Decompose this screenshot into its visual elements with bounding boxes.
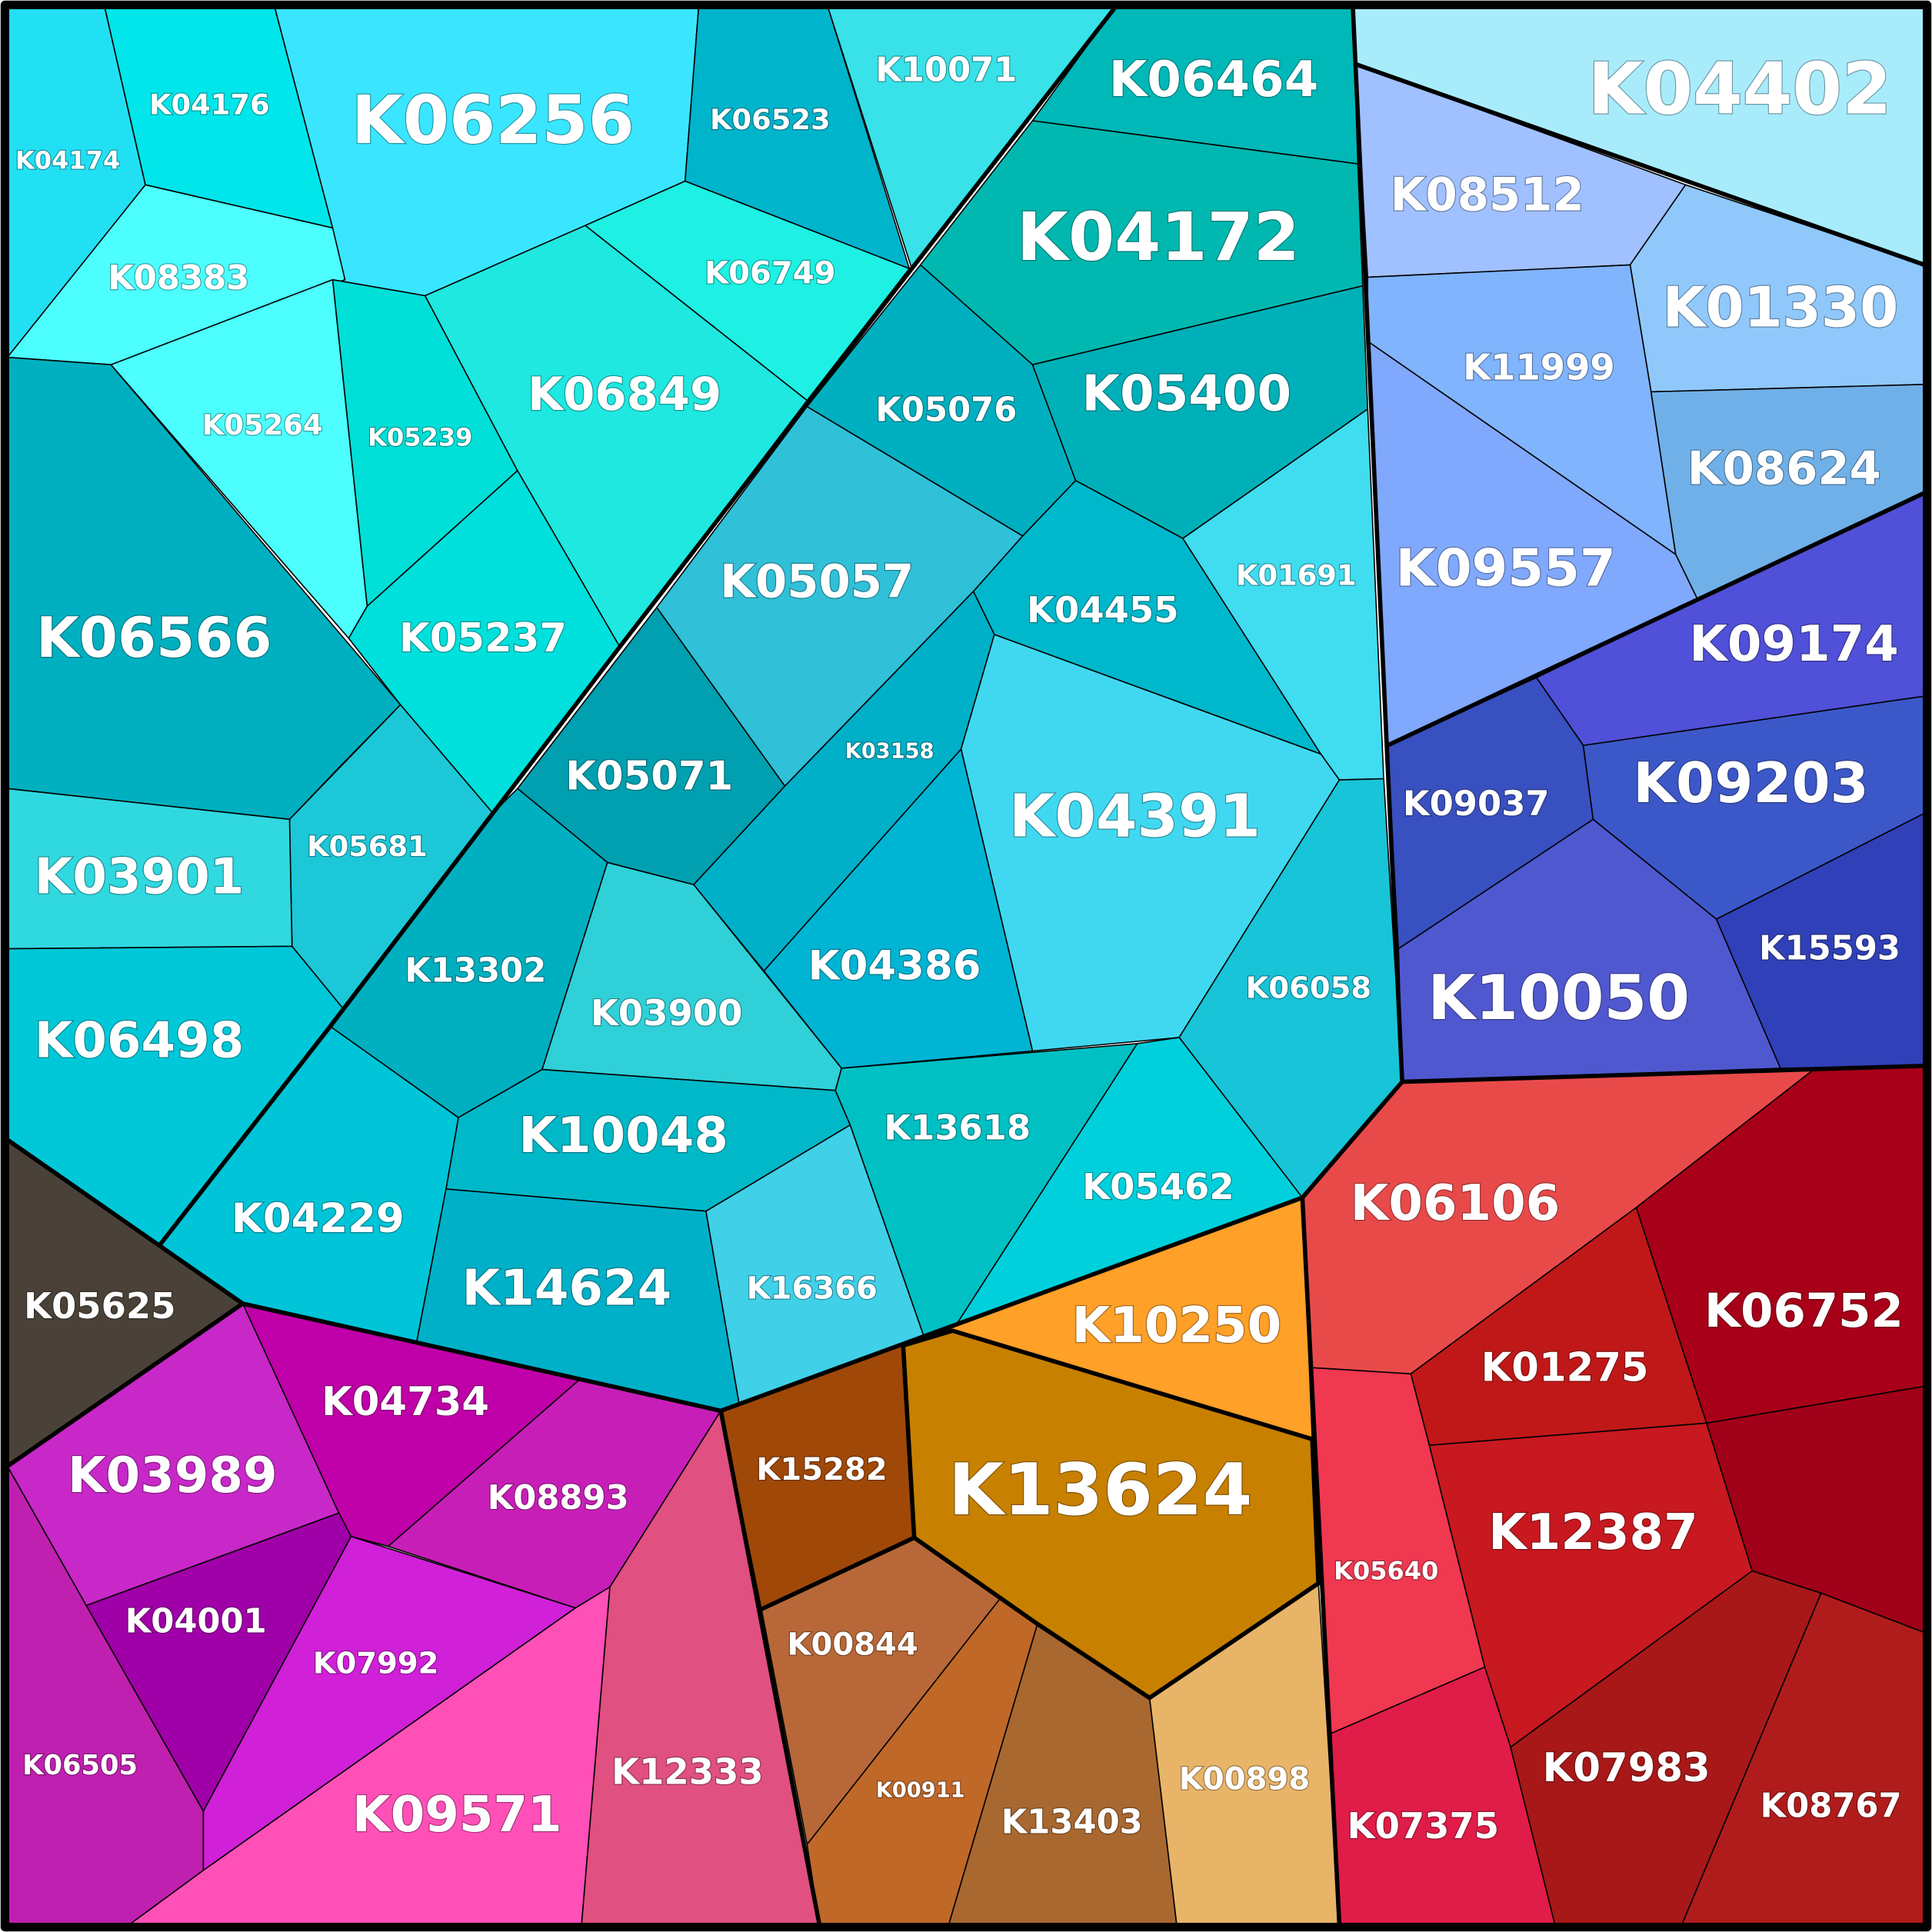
cell-label: K07375 <box>1347 1805 1500 1847</box>
cell-label: K04229 <box>232 1195 405 1242</box>
cell-label: K06256 <box>351 82 635 159</box>
cell-label: K06752 <box>1704 1284 1904 1338</box>
cell-label: K01691 <box>1236 559 1357 592</box>
group-border <box>759 1535 917 1612</box>
cell-label: K07983 <box>1543 1745 1710 1791</box>
cell-label: K03989 <box>68 1447 278 1504</box>
group-border <box>1353 62 1927 268</box>
cell-label: K00844 <box>787 1627 918 1663</box>
cell-label: K05640 <box>1334 1557 1438 1586</box>
cell-label: K03900 <box>591 992 743 1034</box>
cell-label: K13618 <box>884 1107 1031 1148</box>
cell-label: K06058 <box>1246 971 1372 1005</box>
cell-label: K15593 <box>1759 930 1900 968</box>
cell-label: K06498 <box>35 1013 245 1070</box>
cell-label: K08767 <box>1760 1787 1902 1826</box>
group-border <box>5 1301 245 1469</box>
cell-label: K06749 <box>705 256 835 291</box>
cell-label: K15282 <box>756 1452 887 1487</box>
cell-label: K04172 <box>1017 199 1300 276</box>
cell-label: K04402 <box>1587 47 1891 130</box>
cell-label: K04174 <box>15 145 120 175</box>
cell-label: K00898 <box>1179 1761 1310 1797</box>
cell-label: K05071 <box>565 753 733 799</box>
cell-label: K05076 <box>875 391 1017 429</box>
cell-label: K05462 <box>1082 1166 1234 1208</box>
cell-label: K11999 <box>1463 346 1615 388</box>
cell-label: K09174 <box>1689 616 1899 673</box>
group-border <box>1300 1195 1342 1927</box>
group-border <box>1400 1063 1927 1084</box>
group-border <box>901 1328 1321 1700</box>
cell-label: K08512 <box>1391 168 1584 222</box>
cell-label: K10250 <box>1072 1297 1282 1354</box>
cell-label: K16366 <box>747 1271 878 1307</box>
cell-label: K09571 <box>352 1787 562 1844</box>
cell-label: K10050 <box>1427 962 1690 1034</box>
group-border <box>718 1408 822 1927</box>
cell-label: K06106 <box>1351 1175 1561 1232</box>
group-border <box>5 5 1404 1414</box>
cell-label: K05239 <box>368 423 472 452</box>
cell-label: K01275 <box>1481 1344 1649 1391</box>
cell-label: K09203 <box>1633 751 1869 816</box>
cell-label: K05264 <box>202 408 323 441</box>
cell-label: K05057 <box>720 555 914 608</box>
cell-label: K12333 <box>611 1751 764 1793</box>
cell-label: K07992 <box>313 1646 439 1681</box>
cell-label: K13403 <box>1001 1803 1143 1841</box>
group-border <box>158 5 1118 1247</box>
cell-label: K06505 <box>22 1750 138 1781</box>
cell-label: K08383 <box>108 259 249 298</box>
cell-label: K06849 <box>528 368 721 421</box>
cell-label: K04001 <box>125 1602 267 1641</box>
cell-label: K03901 <box>35 849 245 906</box>
cell-label: K05625 <box>24 1285 176 1327</box>
cell-label: K06523 <box>710 103 831 136</box>
cell-label: K06566 <box>36 606 272 671</box>
cell-label: K00911 <box>876 1778 965 1802</box>
cell-label: K12387 <box>1488 1504 1698 1561</box>
cell-label: K13302 <box>405 951 546 990</box>
group-border <box>1385 491 1927 748</box>
cell-label: K04734 <box>321 1379 489 1425</box>
cell-label: K05400 <box>1081 366 1291 423</box>
cell-label: K06464 <box>1109 52 1319 108</box>
cell-label: K05237 <box>399 615 567 661</box>
cell-label: K04176 <box>149 88 270 122</box>
cell-label: K04455 <box>1027 589 1179 631</box>
cells <box>6 6 1926 1926</box>
cell-label: K08624 <box>1687 441 1881 495</box>
cell-label: K09557 <box>1396 538 1616 598</box>
cell-label: K03158 <box>845 740 934 764</box>
cell-label: K05681 <box>307 830 428 863</box>
cell-label: K04391 <box>1009 783 1261 851</box>
labels: K04174 K04176 K06256 K06523 K10071 K08383 K067… <box>15 46 1904 1847</box>
cell-label: K10048 <box>518 1108 728 1164</box>
cell-label: K08893 <box>488 1479 629 1517</box>
cell-label: K14624 <box>462 1261 672 1317</box>
cell-label: K10071 <box>875 51 1017 89</box>
cell-label: K09037 <box>1403 783 1550 824</box>
cell-label: K13624 <box>948 1448 1252 1531</box>
cell-label: K04386 <box>808 943 981 990</box>
cell-label: K01330 <box>1663 276 1899 341</box>
